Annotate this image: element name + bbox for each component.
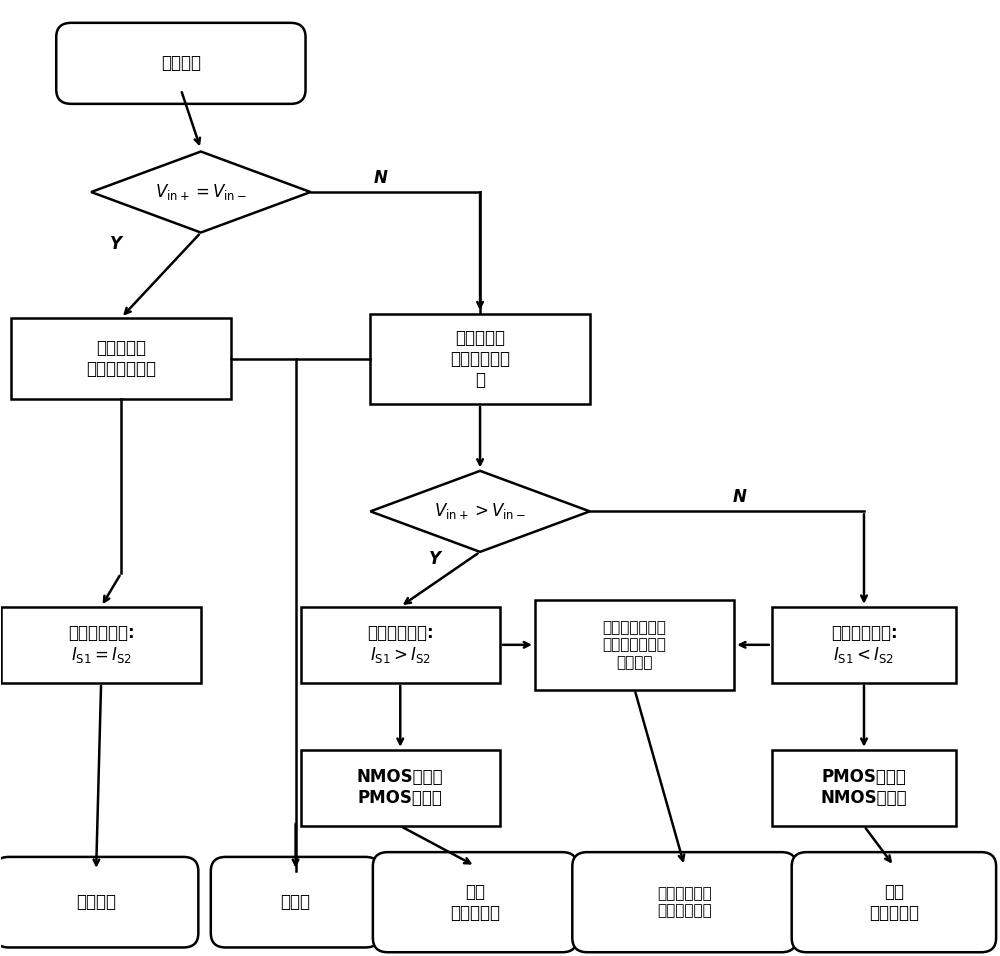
Text: NMOS管导通
PMOS管截止: NMOS管导通 PMOS管截止	[357, 769, 444, 807]
FancyBboxPatch shape	[792, 852, 996, 952]
Bar	[772, 607, 956, 683]
Text: 两路相同的
自适应偏置电流: 两路相同的 自适应偏置电流	[86, 339, 156, 379]
Text: 输出
正摆率提高: 输出 正摆率提高	[869, 882, 919, 922]
Bar	[301, 607, 500, 683]
Bar	[301, 750, 500, 826]
Bar	[1, 607, 201, 683]
FancyBboxPatch shape	[56, 23, 306, 104]
FancyBboxPatch shape	[572, 852, 797, 952]
Bar	[772, 750, 956, 826]
Text: 输出
负摆率提高: 输出 负摆率提高	[450, 882, 500, 922]
FancyBboxPatch shape	[0, 857, 198, 947]
Text: 等效跨导增加
运放增益提高: 等效跨导增加 运放增益提高	[657, 886, 712, 919]
Bar	[11, 318, 231, 400]
FancyBboxPatch shape	[373, 852, 577, 952]
Polygon shape	[370, 471, 590, 552]
Bar	[370, 314, 590, 404]
Text: Y: Y	[110, 235, 122, 253]
Text: $V_{\mathrm{in+}}>V_{\mathrm{in-}}$: $V_{\mathrm{in+}}>V_{\mathrm{in-}}$	[434, 501, 526, 521]
Text: N: N	[373, 169, 387, 186]
Text: 电流检测结果:
$I_{\mathrm{S1}}<I_{\mathrm{S2}}$: 电流检测结果: $I_{\mathrm{S1}}<I_{\mathrm{S2}}…	[831, 624, 897, 665]
FancyBboxPatch shape	[211, 857, 380, 947]
Bar	[535, 599, 734, 690]
Text: 输出为零: 输出为零	[76, 893, 116, 911]
Text: Y: Y	[429, 550, 441, 568]
Text: $V_{\mathrm{in+}}=V_{\mathrm{in-}}$: $V_{\mathrm{in+}}=V_{\mathrm{in-}}$	[155, 182, 247, 202]
Text: 接通电源: 接通电源	[161, 54, 201, 73]
Polygon shape	[91, 151, 311, 232]
Text: 运算跨导放大器
小信号差分电流
重新分配: 运算跨导放大器 小信号差分电流 重新分配	[603, 619, 667, 670]
Text: 电流检测结果:
$I_{\mathrm{S1}}>I_{\mathrm{S2}}$: 电流检测结果: $I_{\mathrm{S1}}>I_{\mathrm{S2}}…	[367, 624, 434, 665]
Text: 低功耗: 低功耗	[281, 893, 311, 911]
Text: N: N	[732, 489, 746, 506]
Text: 两路不同的
自适应偏置电
流: 两路不同的 自适应偏置电 流	[450, 329, 510, 389]
Text: 电流检测结果:
$I_{\mathrm{S1}}=I_{\mathrm{S2}}$: 电流检测结果: $I_{\mathrm{S1}}=I_{\mathrm{S2}}…	[68, 624, 134, 665]
Text: PMOS管导通
NMOS管截止: PMOS管导通 NMOS管截止	[821, 769, 907, 807]
